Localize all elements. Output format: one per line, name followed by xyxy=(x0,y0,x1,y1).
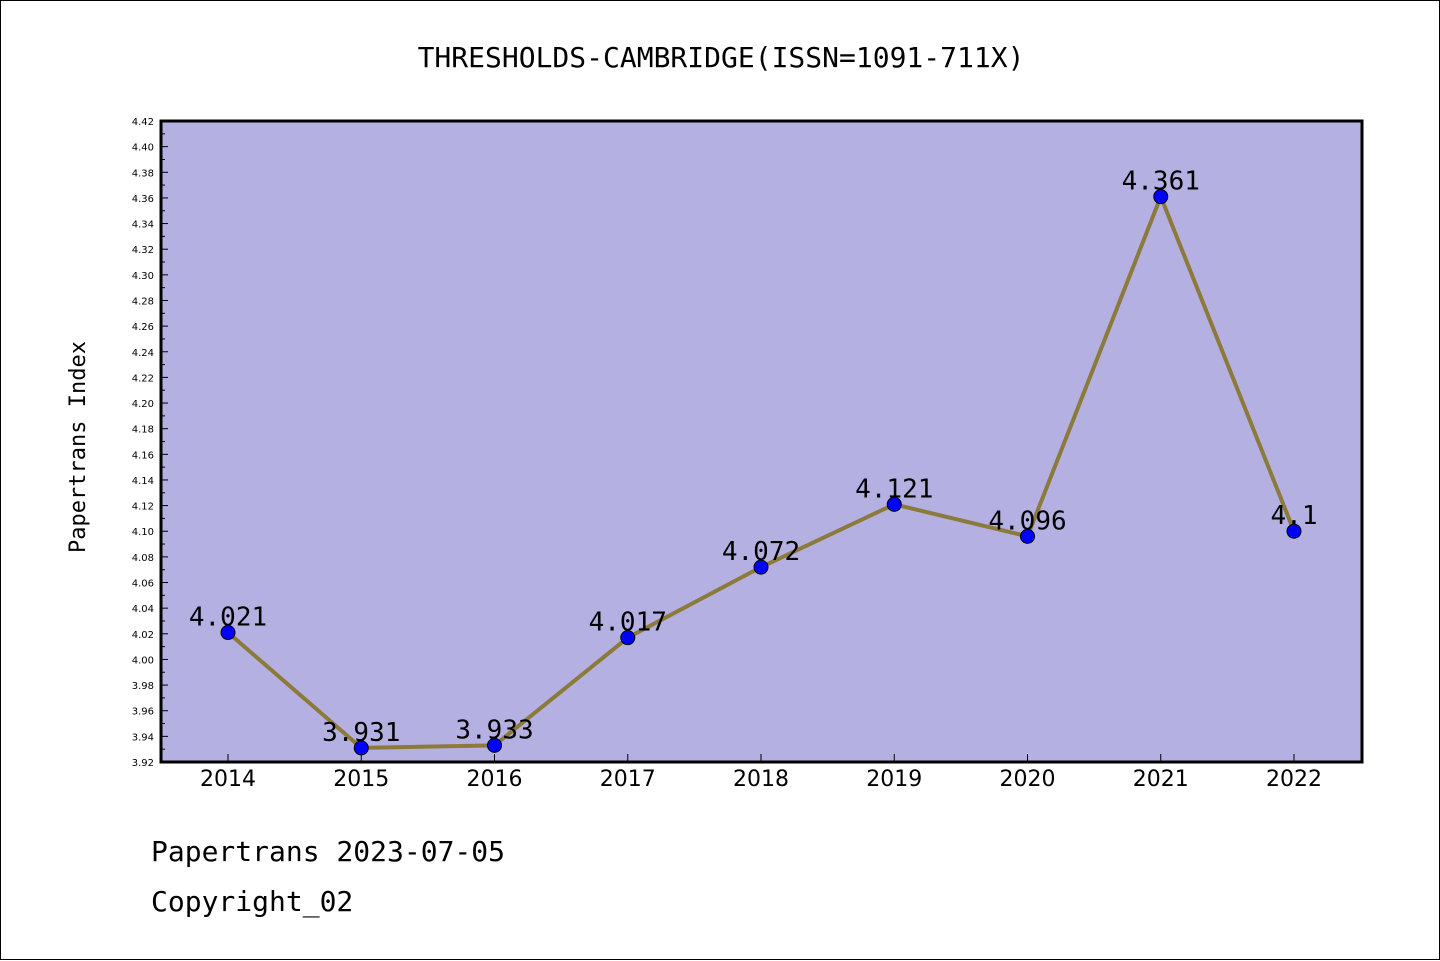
x-tick-label: 2016 xyxy=(467,767,523,792)
y-tick-label: 4.26 xyxy=(132,322,154,333)
data-point-label: 3.933 xyxy=(455,715,533,745)
y-tick-label: 4.10 xyxy=(132,527,154,538)
y-tick-label: 4.34 xyxy=(132,220,154,231)
data-point-label: 3.931 xyxy=(322,718,400,748)
y-tick-label: 4.14 xyxy=(132,476,154,487)
y-tick-label: 4.16 xyxy=(132,450,154,461)
data-point-marker xyxy=(753,559,769,575)
y-tick-label: 4.00 xyxy=(132,655,154,666)
data-point-label: 4.017 xyxy=(589,608,667,638)
series-markers xyxy=(220,189,1302,756)
data-point-marker xyxy=(1020,528,1035,544)
y-tick-label: 4.40 xyxy=(132,143,154,154)
y-tick-label: 4.32 xyxy=(132,245,154,256)
plot-area xyxy=(159,119,1364,764)
data-point-marker xyxy=(353,740,369,756)
y-tick-label: 4.42 xyxy=(132,117,154,128)
y-tick-label: 4.20 xyxy=(132,399,154,410)
x-tick-label: 2015 xyxy=(333,767,389,792)
y-tick-label: 4.02 xyxy=(132,630,154,641)
data-point-marker xyxy=(220,625,236,641)
y-tick-label: 4.18 xyxy=(132,425,154,436)
x-axis-ticks: 2014 2015 2016 2017 2018 2019 2020 2021 2022 xyxy=(200,754,1322,792)
y-tick-label: 3.96 xyxy=(132,707,154,718)
y-axis-label: Papertrans Index xyxy=(66,341,91,553)
y-tick-label: 4.08 xyxy=(132,553,154,564)
data-point-marker xyxy=(620,630,636,646)
data-point-marker xyxy=(487,737,502,753)
y-tick-label: 4.04 xyxy=(132,604,154,615)
y-tick-label: 4.36 xyxy=(132,194,154,205)
x-tick-label: 2017 xyxy=(600,767,656,792)
x-tick-label: 2020 xyxy=(1000,767,1056,792)
y-axis-ticks: 3.92 3.94 3.96 3.98 4.00 4.02 4.04 4.06 4.08 4.10… xyxy=(132,117,168,769)
x-tick-label: 2019 xyxy=(866,767,922,792)
y-tick-label: 4.30 xyxy=(132,271,154,282)
footer-copyright-text: Copyright_02 xyxy=(151,885,354,918)
data-point-marker xyxy=(1153,189,1169,205)
y-tick-label: 3.94 xyxy=(132,732,154,743)
y-tick-label: 4.24 xyxy=(132,348,154,359)
x-tick-label: 2022 xyxy=(1266,767,1322,792)
chart-title: THRESHOLDS-CAMBRIDGE(ISSN=1091-711X) xyxy=(418,41,1025,74)
y-tick-label: 4.28 xyxy=(132,296,154,307)
x-tick-label: 2021 xyxy=(1133,767,1189,792)
x-tick-label: 2018 xyxy=(733,767,789,792)
data-point-label: 4.1 xyxy=(1271,501,1318,531)
y-tick-label: 4.06 xyxy=(132,579,154,590)
data-point-marker xyxy=(1286,523,1302,539)
data-labels: 4.021 3.931 3.933 4.017 4.072 4.121 4.096 4.361… xyxy=(189,167,1318,748)
footer-date-text: Papertrans 2023-07-05 xyxy=(151,835,506,868)
y-tick-label: 4.38 xyxy=(132,168,154,179)
data-point-label: 4.096 xyxy=(988,506,1066,536)
data-point-label: 4.072 xyxy=(722,537,800,567)
y-tick-label: 3.92 xyxy=(132,758,154,769)
data-point-label: 4.021 xyxy=(189,603,267,633)
data-point-label: 4.121 xyxy=(855,474,933,504)
x-tick-label: 2014 xyxy=(200,767,256,792)
data-point-marker xyxy=(886,496,902,512)
y-tick-label: 4.12 xyxy=(132,502,154,513)
y-tick-label: 3.98 xyxy=(132,681,154,692)
data-point-label: 4.361 xyxy=(1122,167,1200,197)
y-tick-label: 4.22 xyxy=(132,373,154,384)
